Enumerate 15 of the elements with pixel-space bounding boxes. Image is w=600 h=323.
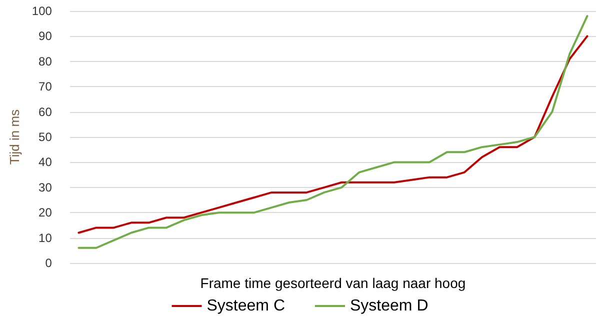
y-tick-label: 0 xyxy=(45,256,52,270)
y-tick-label: 10 xyxy=(38,230,52,245)
y-tick-label: 90 xyxy=(38,29,52,44)
y-tick-label: 70 xyxy=(38,80,52,94)
y-axis-title: Tijd in ms xyxy=(7,108,22,165)
y-tick-label: 50 xyxy=(38,130,52,144)
y-tick-label: 100 xyxy=(32,4,52,18)
x-axis-title: Frame time gesorteerd van laag naar hoog xyxy=(200,274,466,291)
y-tick-label: 80 xyxy=(38,54,52,68)
legend-label: Systeem C xyxy=(206,298,286,314)
y-tick-label: 30 xyxy=(38,180,52,194)
y-tick-label: 60 xyxy=(38,104,52,119)
legend-label: Systeem D xyxy=(350,298,428,314)
y-tick-label: 20 xyxy=(38,206,52,220)
y-tick-label: 40 xyxy=(38,155,52,170)
